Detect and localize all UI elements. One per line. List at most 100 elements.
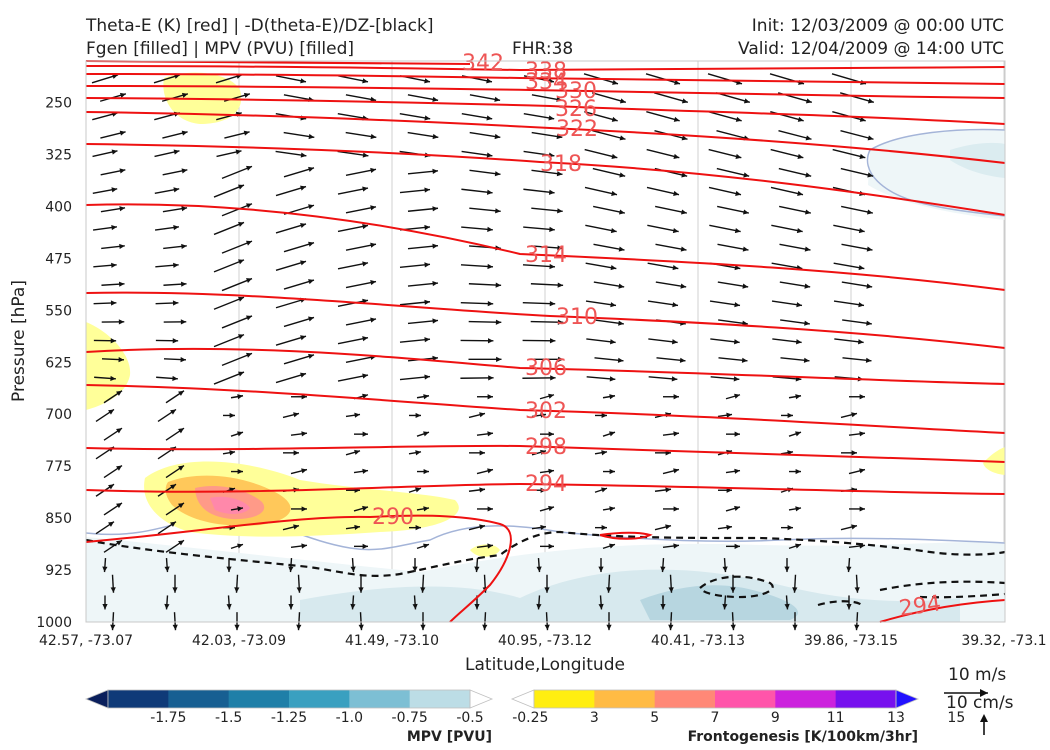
wind-vector-head: [665, 487, 671, 493]
wind-vector-head: [797, 190, 803, 197]
wind-vector-head: [110, 624, 116, 631]
wind-vector-head: [172, 300, 179, 306]
wind-vector-head: [308, 353, 314, 359]
wind-vector-head: [601, 412, 607, 419]
y-tick-label: 475: [45, 251, 72, 267]
y-tick-label: 1000: [36, 615, 72, 631]
colorbar-swatch: [108, 690, 169, 708]
frontogenesis-colorbar-title: Frontogenesis [K/100km/3hr]: [688, 729, 918, 745]
wind-vector-head: [556, 171, 563, 177]
y-tick-label: 700: [45, 407, 72, 423]
wind-vector-head: [178, 465, 184, 471]
theta-e-label: 326: [555, 97, 597, 122]
wind-vector-head: [301, 468, 307, 474]
wind-vector-head: [673, 506, 679, 512]
colorbar-swatch: [594, 690, 656, 708]
wind-vector-head: [370, 317, 376, 323]
wind-vector-head: [246, 203, 252, 209]
wind-vector-head: [111, 149, 118, 155]
wind-vector-head: [609, 431, 615, 437]
wind-vector-head: [300, 185, 306, 191]
wind-vector-head: [673, 394, 679, 400]
wind-vector-head: [606, 624, 612, 631]
wind-vector-head: [743, 172, 750, 178]
wind-vector-head: [424, 78, 430, 84]
wind-vector: [778, 129, 812, 140]
wind-vector-head: [549, 263, 555, 270]
wind-vector-head: [857, 339, 864, 345]
wind-vector-head: [238, 334, 244, 340]
colorbar-tick-label: -1.75: [150, 710, 186, 726]
wind-vector-head: [420, 587, 426, 593]
wind-vector-head: [181, 168, 188, 174]
colorbar-tick-label: 11: [827, 710, 845, 726]
wind-vector-head: [730, 624, 736, 631]
wind-vector-head: [296, 587, 302, 593]
wind-vector-head: [362, 393, 368, 399]
wind-vector-head: [288, 566, 294, 573]
wind-vector-head: [479, 487, 485, 493]
wind-vector-head: [108, 409, 114, 415]
wind-vector-head: [606, 587, 612, 593]
wind-vector-head: [548, 189, 555, 195]
colorbar-swatch: [715, 690, 776, 708]
wind-vector-head: [609, 506, 615, 512]
y-tick-label: 925: [45, 563, 72, 579]
wind-vector-head: [308, 279, 314, 285]
wind-vector-head: [243, 92, 250, 98]
wind-vector-head: [362, 78, 368, 84]
x-tick-label: 42.57, -73.07: [39, 633, 133, 649]
wind-vector-head: [611, 153, 618, 159]
wind-vector-head: [246, 165, 252, 171]
theta-e-contour: [85, 111, 1006, 164]
theta-e-label: 342: [462, 51, 504, 76]
wind-vector-head: [557, 245, 563, 251]
plot-frame: [85, 60, 1006, 623]
wind-vector-head: [362, 186, 368, 192]
wind-vector-head: [415, 487, 421, 493]
wind-vector-head: [370, 167, 376, 173]
wind-vector-head: [423, 506, 429, 512]
y-axis-label: Pressure [hPa]: [9, 280, 29, 402]
wind-vector: [591, 92, 627, 103]
wind-vector-head: [102, 604, 108, 610]
wind-vector-head: [619, 98, 626, 104]
wind-vector-head: [673, 431, 679, 437]
wind-vector-head: [743, 98, 750, 104]
wind-vector: [707, 73, 743, 85]
wind-vector: [770, 186, 804, 196]
wind-vector-head: [784, 566, 790, 573]
wind-vector: [708, 111, 742, 122]
wind-vector-head: [487, 338, 494, 344]
x-tick-label: 40.95, -73.12: [498, 633, 592, 649]
wind-vector-head: [238, 184, 244, 190]
wind-vector-head: [851, 450, 857, 456]
wind-vector-head: [619, 172, 626, 178]
wind-vector-head: [300, 78, 306, 84]
wind-vector-head: [118, 356, 124, 363]
wind-vector-head: [354, 449, 360, 455]
wind-vector-head: [494, 171, 501, 177]
valid-time: Valid: 12/04/2009 @ 14:00 UTC: [738, 39, 1004, 59]
wind-vector-head: [423, 394, 429, 400]
wind-vector-head: [164, 603, 170, 610]
wind-vector-head: [548, 152, 555, 158]
wind-vector-head: [180, 356, 186, 363]
frontogenesis-colorbar: 3 5 7 9 11 13 15: [510, 689, 965, 726]
wind-vector-head: [742, 246, 749, 252]
wind-vectors: [91, 73, 875, 631]
dthetae-dz-contours: [85, 530, 1006, 607]
wind-vector-head: [432, 318, 438, 324]
wind-vector-head: [308, 241, 314, 247]
wind-vector-head: [116, 390, 122, 396]
wind-vector-head: [486, 189, 493, 195]
wind-vector: [840, 129, 874, 140]
wind-vector-head: [237, 394, 243, 400]
wind-vector-head: [362, 505, 368, 511]
wind-vector-head: [726, 412, 732, 418]
wind-vector-head: [226, 566, 232, 573]
wind-vector-head: [293, 412, 299, 418]
wind-vector-head: [866, 320, 872, 326]
wind-vector-head: [557, 319, 564, 325]
wind-vector-head: [795, 431, 801, 437]
